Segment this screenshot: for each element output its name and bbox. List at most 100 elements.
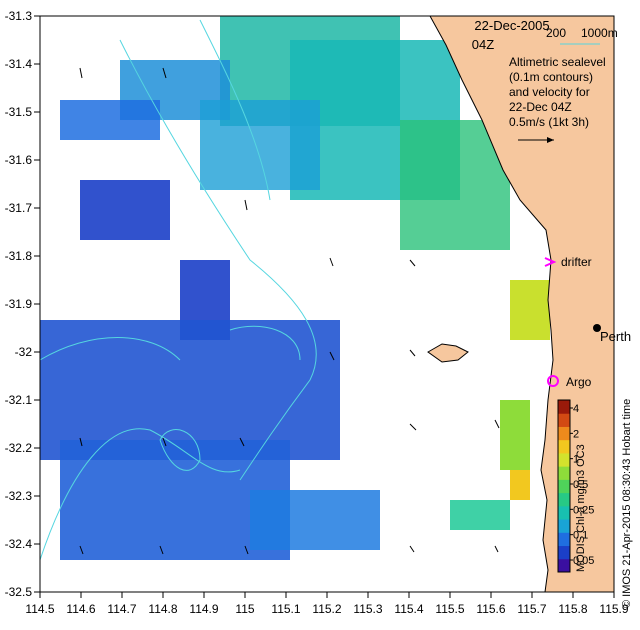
drifter-label: drifter <box>561 255 592 269</box>
rottnest-island <box>427 343 469 363</box>
colorbar-tick-label: 0.1 <box>573 530 588 542</box>
lon-tick-label: 115.3 <box>353 602 382 616</box>
lat-tick-label: -31.6 <box>5 153 33 167</box>
velocity-arrow <box>329 257 334 267</box>
map-time: 04Z <box>472 37 494 52</box>
legend-line-3: and velocity for <box>509 85 590 99</box>
chl-patch <box>200 100 320 190</box>
lon-tick-label: 115 <box>235 602 254 616</box>
legend-line-1: Altimetric sealevel <box>509 55 606 69</box>
lon-tick-label: 115.8 <box>558 602 587 616</box>
legend-line-4: 22-Dec 04Z <box>509 100 572 114</box>
legend-line-2: (0.1m contours) <box>509 70 593 84</box>
sealevel-contour <box>119 39 317 481</box>
chl-patch <box>80 180 170 240</box>
sealevel-contour <box>40 428 241 561</box>
sealevel-contour <box>40 337 181 361</box>
colorbar-swatch <box>558 452 570 467</box>
argo-marker: Argo <box>547 375 592 389</box>
velocity-arrow <box>239 437 245 447</box>
scale-depth-200: 200 <box>546 26 566 40</box>
chl-patch <box>60 100 160 140</box>
velocity-scale-arrowhead <box>547 137 554 143</box>
lat-tick-label: -32.5 <box>5 585 33 599</box>
velocity-arrow <box>329 351 335 361</box>
velocity-arrow <box>159 545 164 555</box>
lat-tick-label: -32.4 <box>5 537 33 551</box>
lat-tick-label: -32.3 <box>5 489 33 503</box>
lon-tick-label: 115.6 <box>476 602 505 616</box>
perth-dot-icon <box>593 324 601 332</box>
lat-tick-label: -31.8 <box>5 249 33 263</box>
colorbar-swatch <box>558 505 570 520</box>
velocity-arrow <box>409 259 416 267</box>
drifter-arrow-icon <box>544 257 557 267</box>
latitude-axis: -31.3 -31.4 -31.5 -31.6 -31.7 -31.8 -31.9 -32 -3… <box>5 9 40 599</box>
colorbar-swatch <box>558 545 570 560</box>
lat-tick-label: -32.1 <box>5 393 33 407</box>
longitude-axis: 114.5 114.6 114.7 114.8 114.9 115 115.1 115.2 11… <box>25 592 629 616</box>
perth-label: Perth <box>600 329 631 344</box>
colorbar-swatch <box>558 426 570 441</box>
chl-patch <box>40 320 340 460</box>
velocity-arrow <box>494 419 500 429</box>
velocity-arrow <box>409 423 417 431</box>
scale-depth-1000: 1000m <box>581 26 618 40</box>
sealevel-contour <box>159 429 201 471</box>
velocity-arrows <box>79 67 500 555</box>
lat-tick-label: -32.2 <box>5 441 33 455</box>
colorbar-tick-label: 4 <box>573 403 579 415</box>
chl-patch <box>500 400 530 470</box>
chl-patch <box>510 470 530 500</box>
lon-tick-label: 115.7 <box>517 602 546 616</box>
argo-circle-icon <box>547 375 559 387</box>
chl-patch <box>510 280 550 340</box>
velocity-arrow <box>79 437 83 447</box>
lon-tick-label: 114.8 <box>148 602 177 616</box>
colorbar-tick-label: 2 <box>573 428 579 440</box>
lon-tick-label: 115.9 <box>599 602 628 616</box>
velocity-arrow <box>79 545 84 555</box>
velocity-arrow <box>409 545 415 553</box>
velocity-arrow <box>244 545 249 555</box>
lon-tick-label: 115.4 <box>394 602 423 616</box>
legend-line-5: 0.5m/s (1kt 3h) <box>509 115 589 129</box>
velocity-arrow <box>162 437 167 447</box>
chl-patch <box>450 500 510 530</box>
colorbar-tick-label: 0.05 <box>573 555 594 567</box>
velocity-arrow <box>79 67 83 79</box>
velocity-arrow <box>162 67 167 79</box>
colorbar-caption: MODIS Chl-a mg/m3 OC3 <box>575 444 587 572</box>
lon-tick-label: 114.6 <box>66 602 95 616</box>
colorbar-tick-label: 0.25 <box>573 504 594 516</box>
colorbar-swatch <box>558 400 570 414</box>
lat-tick-label: -32 <box>15 345 33 359</box>
velocity-arrow <box>409 349 416 357</box>
velocity-arrow <box>494 545 499 553</box>
argo-label: Argo <box>566 375 592 389</box>
lon-tick-label: 115.2 <box>312 602 341 616</box>
lon-tick-label: 114.7 <box>107 602 136 616</box>
velocity-arrow <box>244 199 248 211</box>
chl-patch <box>250 490 380 550</box>
colorbar-swatch <box>558 439 570 454</box>
colorbar-tick-label: 0.5 <box>573 479 588 491</box>
colorbar: 4 2 1 0.5 0.25 0.1 0.05 <box>557 399 594 573</box>
colorbar-swatch <box>558 558 570 573</box>
colorbar-frame <box>557 399 571 573</box>
lat-tick-label: -31.7 <box>5 201 33 215</box>
colorbar-swatch <box>558 519 570 533</box>
lon-tick-label: 115.5 <box>435 602 464 616</box>
lat-tick-label: -31.3 <box>5 9 33 23</box>
lat-tick-label: -31.9 <box>5 297 33 311</box>
lon-tick-label: 115.1 <box>271 602 300 616</box>
colorbar-swatch <box>558 479 570 494</box>
colorbar-swatch <box>558 492 570 507</box>
colorbar-swatch <box>558 466 570 480</box>
lon-tick-label: 114.5 <box>25 602 54 616</box>
title-block: 22-Dec-2005 04Z 200 1000m Altimetric sea… <box>472 18 618 143</box>
drifter-marker: drifter <box>544 255 592 269</box>
colorbar-tick-label: 1 <box>573 454 579 466</box>
lon-tick-label: 114.9 <box>189 602 218 616</box>
lat-tick-label: -31.5 <box>5 105 33 119</box>
